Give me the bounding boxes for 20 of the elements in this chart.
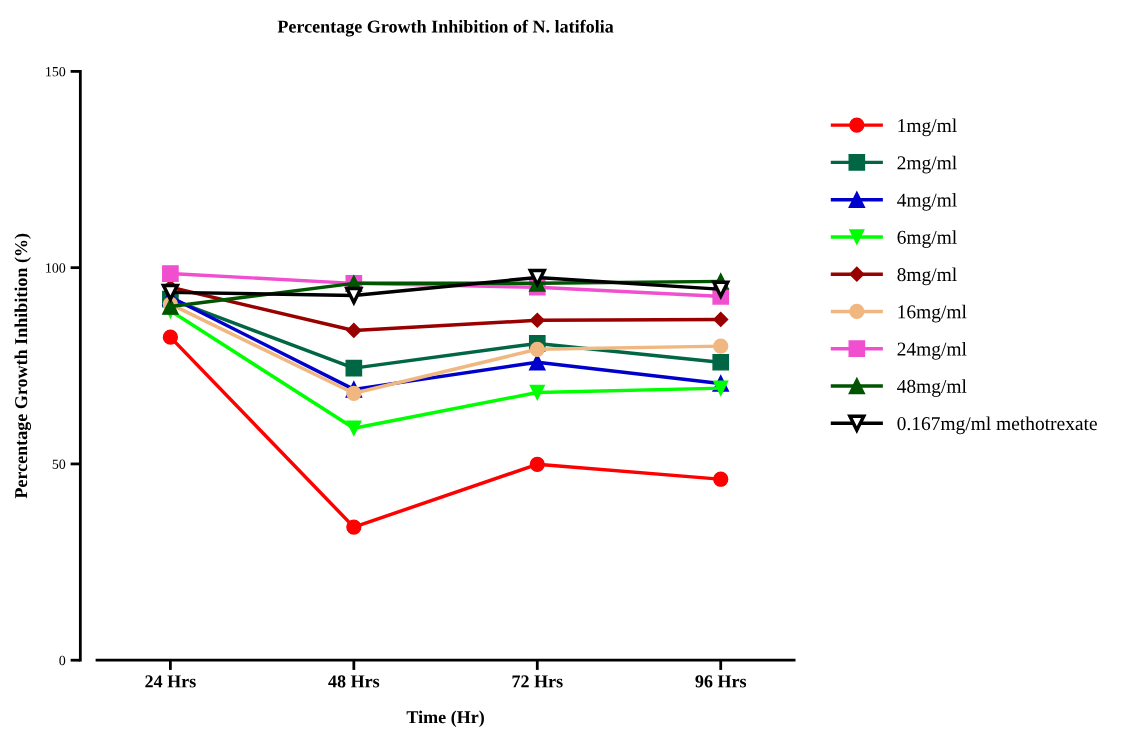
y-tick-label: 50: [52, 459, 66, 469]
legend-label: 8mg/ml: [897, 267, 957, 286]
x-tick-label: 72 Hrs: [512, 675, 563, 688]
y-tick-label: 150: [46, 66, 66, 77]
legend-label: 0.167mg/ml methotrexate: [897, 416, 1097, 435]
chart-title: Percentage Growth Inhibition of N. latifolia: [277, 19, 614, 37]
y-tick-label: 100: [46, 263, 66, 273]
x-axis-title: Time (Hr): [406, 710, 484, 727]
legend-label: 24mg/ml: [897, 341, 967, 360]
x-tick-label: 24 Hrs: [145, 675, 196, 688]
legend-label: 6mg/ml: [897, 230, 957, 248]
x-tick-label: 96 Hrs: [695, 675, 747, 688]
y-axis-title: Percentage Growth Inhibition (%): [14, 233, 32, 499]
legend-label: 1mg/ml: [898, 118, 957, 137]
legend-label: 48mg/ml: [897, 379, 967, 397]
legend-label: 2mg/ml: [897, 155, 957, 174]
legend-label: 4mg/ml: [897, 192, 957, 211]
x-tick-label: 48 Hrs: [328, 675, 380, 688]
legend-label: 16mg/ml: [898, 304, 967, 323]
y-tick-label: 0: [59, 655, 66, 666]
